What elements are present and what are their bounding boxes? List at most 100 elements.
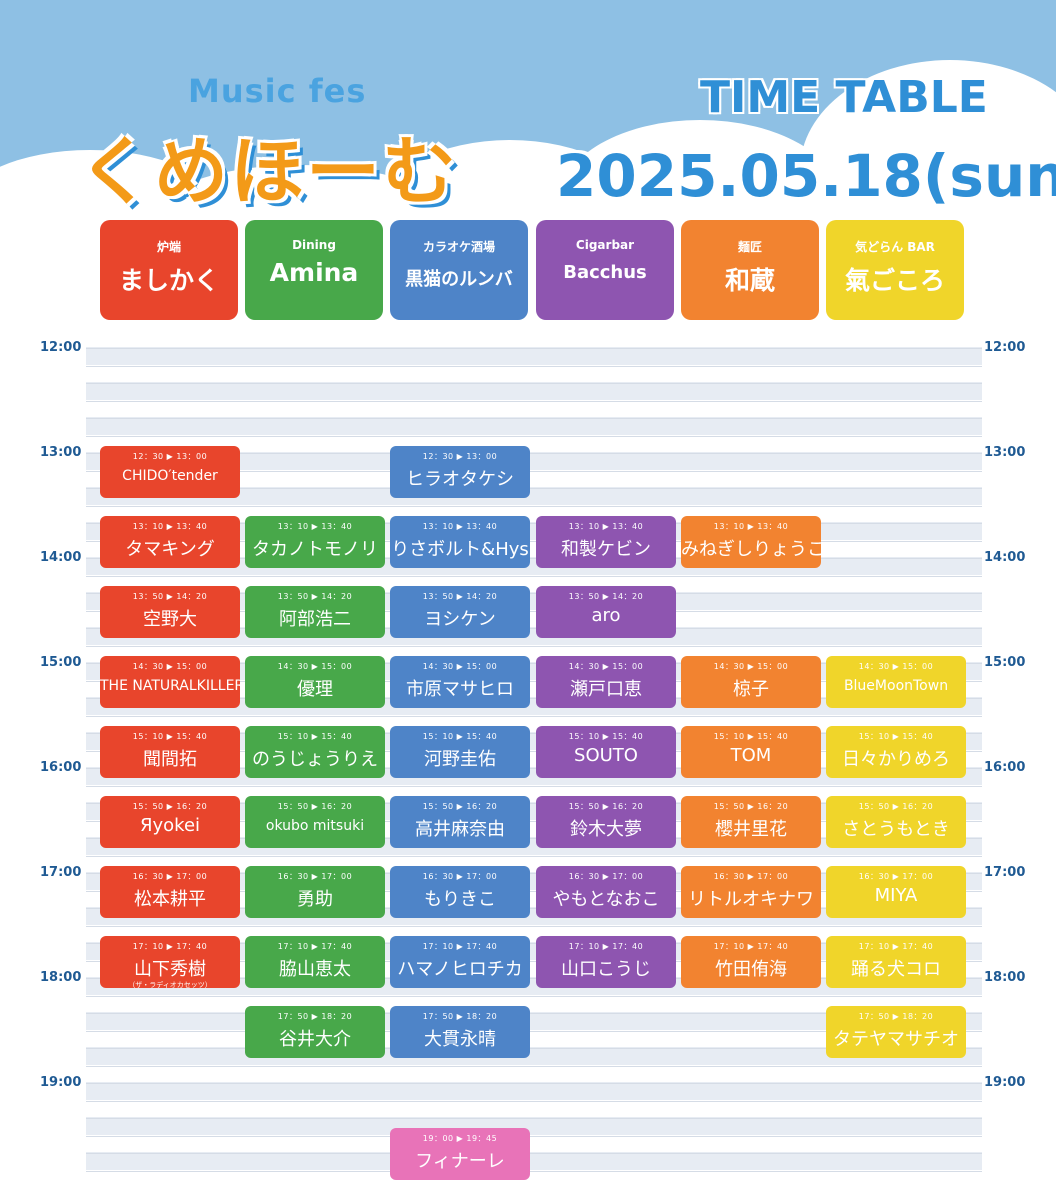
- hour-label-left: 18:00: [40, 970, 82, 985]
- performance-slot: 14：30 ▶ 15：00 優理: [245, 655, 385, 708]
- performance-slot: 15：10 ▶ 15：40 TOM: [681, 725, 821, 778]
- performance-slot: 13：50 ▶ 14：20 阿部浩二: [245, 585, 385, 638]
- slot-performer: 瀬戸口恵: [570, 678, 642, 700]
- venue-header: 気どらん BAR 氣ごころ: [826, 220, 964, 320]
- slot-time: 15：50 ▶ 16：20: [132, 801, 208, 811]
- slot-performer: やもとなおこ: [552, 888, 660, 910]
- slot-time: 17：10 ▶ 17：40: [568, 941, 644, 951]
- slot-performer: 脇山恵太: [279, 958, 351, 980]
- grid-row: [86, 487, 982, 505]
- slot-time: 16：30 ▶ 17：00: [568, 871, 644, 881]
- slot-time: 17：10 ▶ 17：40: [277, 941, 353, 951]
- slot-performer: THE NATURALKILLERS: [100, 677, 240, 694]
- timetable-label: TIME TABLE: [700, 72, 988, 123]
- slot-performer: 優理: [297, 678, 333, 700]
- performance-slot: 13：10 ▶ 13：40 りさボルト&Hys: [390, 515, 530, 568]
- slot-time: 17：10 ▶ 17：40: [858, 941, 934, 951]
- grid-line: [86, 768, 982, 769]
- slot-performer: ヨシケン: [424, 608, 496, 630]
- grid-line: [86, 1083, 982, 1084]
- performance-slot: 15：50 ▶ 16：20 櫻井里花: [681, 795, 821, 848]
- performance-slot: 17：50 ▶ 18：20 谷井大介: [245, 1005, 385, 1058]
- slot-performer: 谷井大介: [279, 1028, 351, 1050]
- venue-name: 和蔵: [724, 266, 775, 295]
- venue-header: カラオケ酒場 黒猫のルンバ: [390, 220, 528, 320]
- performance-slot: 14：30 ▶ 15：00 椋子: [681, 655, 821, 708]
- performance-slot: 16：30 ▶ 17：00 もりきこ: [390, 865, 530, 918]
- slot-performer: 山下秀樹: [134, 958, 206, 980]
- performance-slot: 17：10 ▶ 17：40 山下秀樹 （ザ・ラディオカセッツ）: [100, 935, 240, 988]
- grid-line: [86, 540, 982, 542]
- slot-performer: CHIDO′tender: [122, 467, 218, 484]
- venue-name: ましかく: [118, 266, 219, 295]
- grid-line: [86, 575, 982, 577]
- slot-time: 17：50 ▶ 18：20: [277, 1011, 353, 1021]
- performance-slot: 14：30 ▶ 15：00 瀬戸口恵: [536, 655, 676, 708]
- hour-label-left: 19:00: [40, 1075, 82, 1090]
- slot-time: 16：30 ▶ 17：00: [713, 871, 789, 881]
- grid-line: [86, 908, 982, 909]
- hour-label-right: 13:00: [984, 445, 1026, 460]
- grid-line: [86, 1013, 982, 1014]
- performance-slot: 13：10 ▶ 13：40 タマキング: [100, 515, 240, 568]
- grid-line: [86, 1170, 982, 1172]
- slot-performer: 大貫永晴: [424, 1028, 496, 1050]
- slot-time: 13：50 ▶ 14：20: [568, 591, 644, 601]
- slot-performer: 和製ケビン: [561, 538, 651, 560]
- performance-slot: 17：10 ▶ 17：40 脇山恵太: [245, 935, 385, 988]
- slot-performer: 市原マサヒロ: [406, 678, 514, 700]
- grid-line: [86, 715, 982, 717]
- performance-slot: 16：30 ▶ 17：00 やもとなおこ: [536, 865, 676, 918]
- grid-line: [86, 1100, 982, 1102]
- slot-time: 15：10 ▶ 15：40: [568, 731, 644, 741]
- slot-performer: TOM: [730, 744, 772, 766]
- grid-line: [86, 1135, 982, 1137]
- performance-slot: 14：30 ▶ 15：00 市原マサヒロ: [390, 655, 530, 708]
- performance-slot: 17：10 ▶ 17：40 踊る犬コロ: [826, 935, 966, 988]
- venue-header: Cigarbar Bacchus: [536, 220, 674, 320]
- grid-line: [86, 418, 982, 419]
- event-date: 2025.05.18(sun): [556, 142, 1056, 210]
- slot-time: 16：30 ▶ 17：00: [858, 871, 934, 881]
- grid-line: [86, 803, 982, 804]
- slot-time: 13：10 ▶ 13：40: [132, 521, 208, 531]
- venue-category: 麺匠: [737, 240, 762, 254]
- grid-line: [86, 785, 982, 787]
- grid-line: [86, 1118, 982, 1119]
- grid-row: [86, 1082, 982, 1100]
- venue-category: Dining: [292, 238, 336, 252]
- hour-label-right: 16:00: [984, 760, 1026, 775]
- grid-line: [86, 470, 982, 472]
- slot-time: 14：30 ▶ 15：00: [858, 661, 934, 671]
- slot-performer: 踊る犬コロ: [851, 958, 941, 980]
- performance-slot: 17：50 ▶ 18：20 大貫永晴: [390, 1005, 530, 1058]
- performance-slot: 15：50 ▶ 16：20 高井麻奈由: [390, 795, 530, 848]
- hour-label-left: 14:00: [40, 550, 82, 565]
- grid-line: [86, 750, 982, 752]
- hour-label-right: 12:00: [984, 340, 1026, 355]
- venue-name: 氣ごころ: [844, 266, 945, 295]
- venue-name: Bacchus: [563, 262, 647, 283]
- slot-time: 16：30 ▶ 17：00: [277, 871, 353, 881]
- slot-time: 16：30 ▶ 17：00: [132, 871, 208, 881]
- grid-row: [86, 382, 982, 400]
- slot-performer: 河野圭佑: [424, 748, 496, 770]
- performance-slot: 15：10 ▶ 15：40 聞間拓: [100, 725, 240, 778]
- slot-time: 13：50 ▶ 14：20: [422, 591, 498, 601]
- performance-slot: 15：10 ▶ 15：40 河野圭佑: [390, 725, 530, 778]
- grid-line: [86, 365, 982, 367]
- grid-line: [86, 1048, 982, 1049]
- performance-slot: 12：30 ▶ 13：00 ヒラオタケシ: [390, 445, 530, 498]
- slot-performer: 空野大: [143, 608, 197, 630]
- performance-slot: 15：50 ▶ 16：20 鈴木大夢: [536, 795, 676, 848]
- festival-logo-title: くめほーむ: [78, 129, 458, 215]
- slot-time: 19：00 ▶ 19：45: [422, 1134, 498, 1143]
- grid-line: [86, 925, 982, 927]
- hour-label-right: 18:00: [984, 970, 1026, 985]
- performance-slot: 14：30 ▶ 15：00 THE NATURALKILLERS: [100, 655, 240, 708]
- slot-time: 13：10 ▶ 13：40: [713, 521, 789, 531]
- performance-slot: 15：50 ▶ 16：20 Яyokei: [100, 795, 240, 848]
- slot-performer: リトルオキナワ: [688, 888, 814, 910]
- grid-line: [86, 348, 982, 349]
- slot-time: 17：10 ▶ 17：40: [422, 941, 498, 951]
